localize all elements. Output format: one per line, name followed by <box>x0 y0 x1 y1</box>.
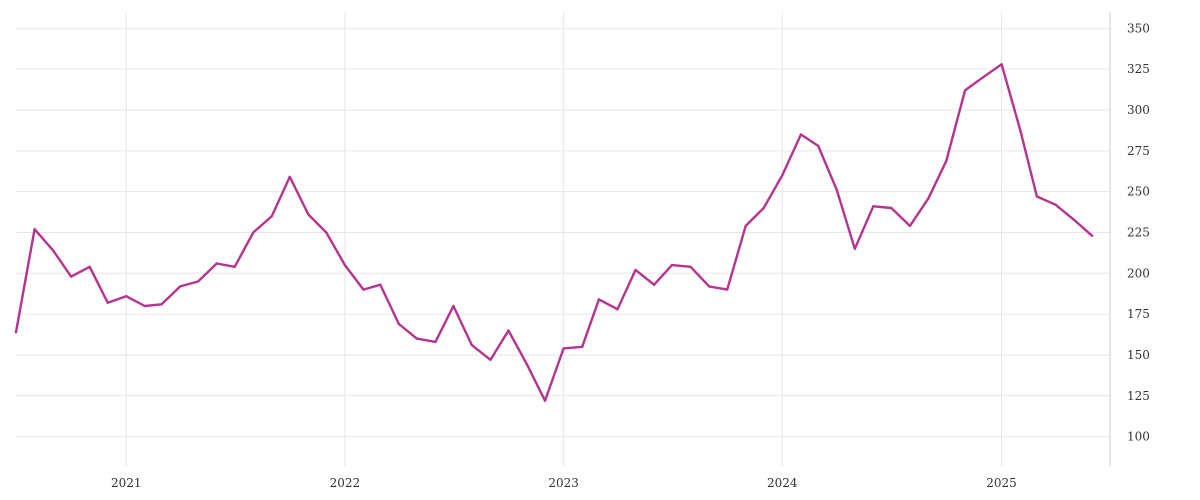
data-point <box>1035 195 1039 198</box>
data-point <box>616 308 619 311</box>
data-point <box>1072 218 1075 221</box>
y-tick-label: 150 <box>1127 348 1150 362</box>
data-point <box>726 288 729 291</box>
data-point <box>708 285 711 288</box>
y-tick-label: 125 <box>1127 389 1150 403</box>
data-point <box>890 206 893 210</box>
data-point <box>125 295 128 298</box>
data-point <box>744 224 747 228</box>
data-point <box>415 337 418 340</box>
data-point <box>543 399 547 402</box>
data-point <box>581 345 584 348</box>
data-point <box>781 174 784 177</box>
data-point <box>1018 128 1022 131</box>
x-tick-label: 2024 <box>767 476 798 490</box>
x-tick-label: 2022 <box>330 476 361 490</box>
data-point <box>14 330 18 334</box>
data-point <box>652 283 656 286</box>
x-tick-label: 2021 <box>111 476 142 490</box>
data-point <box>69 275 73 278</box>
data-point <box>397 322 400 326</box>
data-point <box>799 133 803 136</box>
y-tick-label: 325 <box>1127 62 1150 76</box>
data-point <box>325 231 328 234</box>
series-line <box>14 63 1094 402</box>
data-point <box>270 214 273 218</box>
y-tick-label: 300 <box>1127 103 1150 117</box>
data-point <box>670 263 674 267</box>
y-tick-labels: 100 125 150 175 200 225 250 275 300 325 350 <box>1127 21 1150 443</box>
y-tick-label: 200 <box>1127 266 1150 280</box>
data-point <box>179 285 182 288</box>
data-point <box>853 247 856 250</box>
data-point <box>1000 63 1003 66</box>
series-layer <box>14 63 1094 402</box>
data-point <box>233 265 236 268</box>
y-tick-label: 350 <box>1127 21 1150 35</box>
data-point <box>343 263 347 267</box>
data-point <box>288 175 291 179</box>
y-tick-label: 225 <box>1127 225 1150 239</box>
data-point <box>434 340 437 344</box>
data-point <box>945 159 948 162</box>
data-point <box>51 249 55 252</box>
data-point <box>1054 203 1057 206</box>
data-point <box>106 301 109 304</box>
data-point <box>562 347 565 350</box>
data-point <box>362 288 365 291</box>
data-point <box>215 262 218 265</box>
data-point <box>963 89 967 92</box>
x-tick-label: 2023 <box>548 476 579 490</box>
data-point <box>762 206 765 210</box>
data-point <box>507 329 510 332</box>
data-point <box>252 231 255 234</box>
data-point <box>452 304 455 308</box>
x-tick-label: 2025 <box>986 476 1017 490</box>
data-point <box>1090 234 1094 237</box>
data-point <box>88 265 91 268</box>
data-point <box>835 188 838 192</box>
horizontal-gridlines <box>16 27 1110 438</box>
data-point <box>33 228 36 231</box>
data-point <box>143 304 146 308</box>
data-point <box>525 363 529 366</box>
vertical-gridlines <box>125 12 1003 466</box>
data-point <box>470 344 474 347</box>
data-point <box>908 224 912 228</box>
data-point <box>379 283 382 286</box>
y-tick-label: 100 <box>1127 430 1150 444</box>
y-tick-label: 175 <box>1127 307 1150 321</box>
data-point <box>927 197 930 200</box>
data-point <box>196 280 200 283</box>
data-point <box>597 298 601 301</box>
data-point <box>307 213 310 216</box>
data-point <box>817 144 820 148</box>
data-point <box>160 303 163 306</box>
data-point <box>981 76 985 79</box>
x-tick-labels: 2021 2022 2023 2024 2025 <box>111 476 1017 490</box>
data-point <box>689 265 692 268</box>
data-point <box>489 358 492 361</box>
data-point <box>872 205 875 208</box>
y-tick-label: 275 <box>1127 144 1150 158</box>
data-point <box>634 268 637 272</box>
y-tick-label: 250 <box>1127 185 1150 199</box>
